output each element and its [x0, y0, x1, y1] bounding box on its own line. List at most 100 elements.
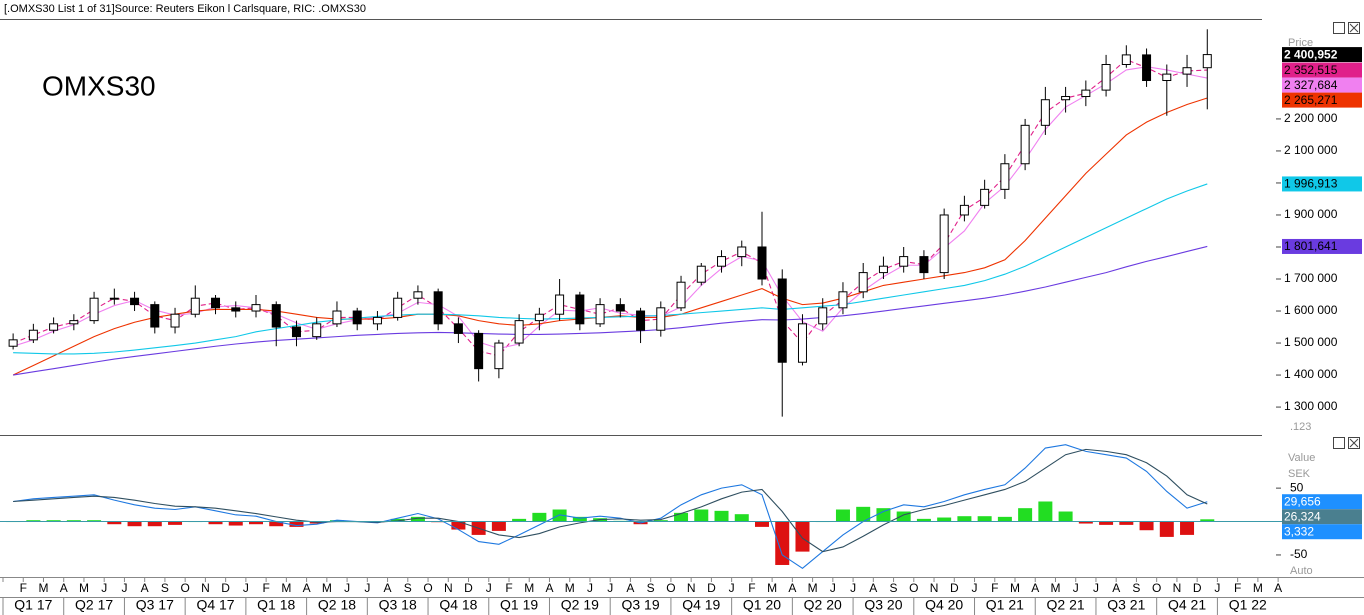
histogram-bar [552, 509, 567, 522]
histogram-bar [1200, 519, 1215, 522]
month-label: F [1234, 581, 1241, 595]
candle-body [777, 278, 787, 363]
value-label-box [1282, 176, 1362, 192]
candle-body [1081, 89, 1091, 98]
month-label: S [647, 581, 655, 595]
month-label: J [1093, 581, 1099, 595]
candle-body [939, 214, 949, 274]
quarter-label: Q3 19 [621, 597, 659, 613]
candle-body [878, 265, 888, 274]
quarter-label: Q3 21 [1107, 597, 1145, 613]
histogram-bar [269, 521, 284, 527]
month-label: S [404, 581, 412, 595]
month-label: N [1173, 581, 1182, 595]
value-label: 29,656 [1284, 494, 1321, 508]
candle-body [555, 294, 565, 315]
month-label: J [1214, 581, 1220, 595]
scale-button[interactable]: .123 [1290, 421, 1311, 433]
scale-mode[interactable]: Auto [1290, 565, 1313, 577]
month-label: O [180, 581, 189, 595]
month-label: A [788, 581, 796, 595]
histogram-bar [1119, 521, 1134, 525]
quarter-label: Q3 18 [379, 597, 417, 613]
month-label: M [79, 581, 89, 595]
histogram-bar [896, 511, 911, 522]
histogram-bar [208, 521, 223, 525]
candle-body [413, 291, 423, 299]
quarter-label: Q3 20 [864, 597, 902, 613]
candle-body [251, 304, 261, 312]
candle-body [130, 297, 140, 306]
histogram-bar [1078, 521, 1093, 524]
month-label: A [384, 581, 392, 595]
month-label: J [607, 581, 613, 595]
histogram-bar [289, 521, 304, 527]
month-label: O [909, 581, 918, 595]
chart-title: OMXS30 [42, 70, 156, 101]
candle-body [858, 272, 868, 293]
month-label: J [344, 581, 350, 595]
maximize-button[interactable] [1333, 22, 1345, 34]
histogram-bar [1139, 521, 1154, 531]
histogram-bar [46, 520, 61, 522]
y-tick-label: 1 400 000 [1284, 367, 1338, 381]
candle-body [28, 329, 38, 341]
histogram-bar [410, 516, 425, 522]
candle-body [69, 320, 79, 325]
candle-body [89, 297, 99, 322]
month-label: D [950, 581, 959, 595]
candle-body [838, 291, 848, 309]
histogram-bar [653, 520, 668, 522]
moving-average-line [13, 183, 1208, 355]
month-label: J [587, 581, 593, 595]
y-tick-label: 1 600 000 [1284, 303, 1338, 317]
value-label-box [1282, 524, 1362, 540]
value-label: 2 352,515 [1284, 63, 1338, 77]
histogram-bar [87, 520, 102, 522]
histogram-bar [755, 521, 769, 527]
candle-body [514, 320, 524, 344]
quarter-label: Q2 18 [318, 597, 356, 613]
candle-body [919, 256, 929, 274]
month-label: M [524, 581, 534, 595]
y-tick-label: 1 500 000 [1284, 335, 1338, 349]
month-label: J [729, 581, 735, 595]
candle-body [797, 323, 807, 363]
quarter-label: Q4 21 [1168, 597, 1206, 613]
value-label: 2 327,684 [1284, 78, 1338, 92]
month-label: N [201, 581, 210, 595]
month-label: J [850, 581, 856, 595]
y-axis-label: Value [1288, 452, 1315, 464]
candle-body [231, 307, 241, 312]
quarter-label: Q4 19 [682, 597, 720, 613]
value-label: 2 265,271 [1284, 93, 1338, 107]
month-label: J [830, 581, 836, 595]
histogram-bar [228, 521, 243, 526]
histogram-bar [835, 509, 850, 522]
month-label: M [767, 581, 777, 595]
histogram-bar [1058, 511, 1073, 522]
candle-body [656, 307, 666, 331]
candle-body [737, 246, 747, 258]
month-label: N [930, 581, 939, 595]
month-label: A [303, 581, 311, 595]
candle-body [291, 326, 301, 338]
candle-body [980, 188, 990, 206]
close-icon [1349, 23, 1359, 33]
month-label: F [20, 581, 27, 595]
month-label: D [464, 581, 473, 595]
month-label: O [666, 581, 675, 595]
maximize-button[interactable] [1333, 437, 1345, 449]
candle-body [1162, 73, 1172, 82]
month-label: M [281, 581, 291, 595]
quarter-label: Q2 20 [804, 597, 842, 613]
histogram-bar [856, 506, 871, 522]
value-label: 1 801,641 [1284, 239, 1338, 253]
candle-body [1040, 99, 1050, 126]
candle-body [1061, 96, 1071, 101]
month-label: J [101, 581, 107, 595]
y-axis-label: Price [1288, 37, 1313, 49]
month-label: J [364, 581, 370, 595]
close-icon [1349, 438, 1359, 448]
